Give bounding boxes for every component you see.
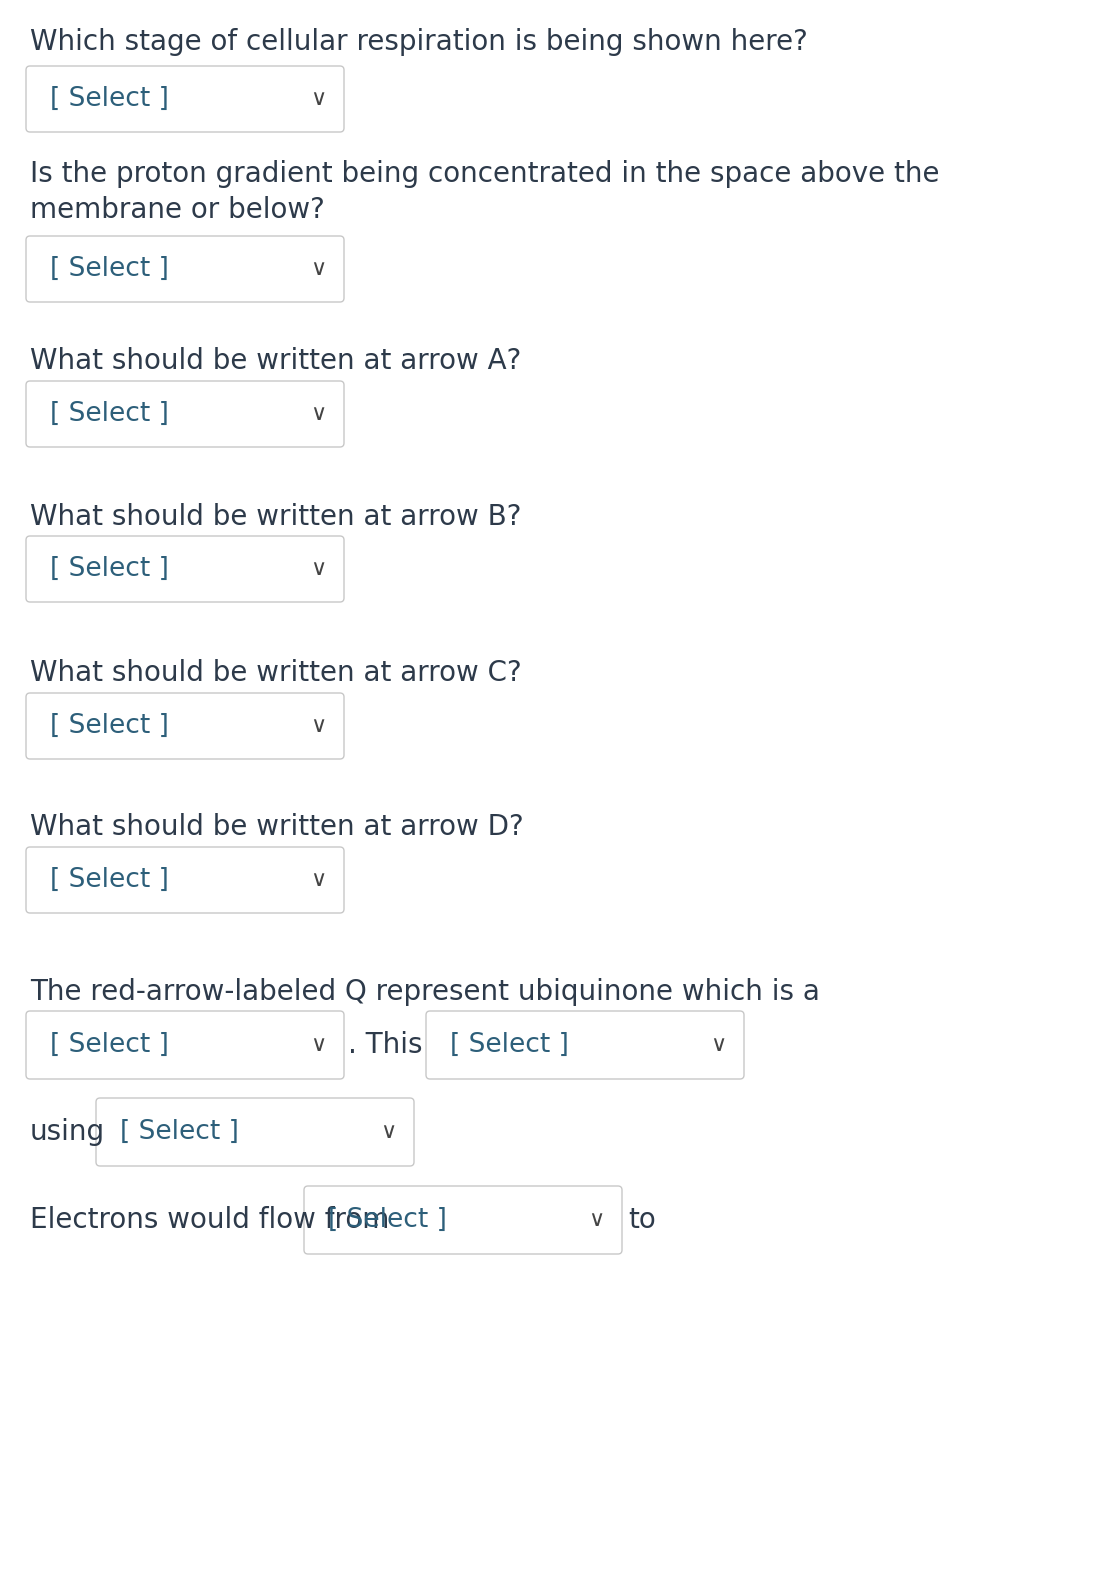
Text: to: to: [628, 1207, 656, 1233]
Text: Is the proton gradient being concentrated in the space above the
membrane or bel: Is the proton gradient being concentrate…: [30, 160, 939, 223]
FancyBboxPatch shape: [26, 693, 344, 759]
Text: ∨: ∨: [309, 1035, 326, 1056]
Text: [ Select ]: [ Select ]: [50, 401, 168, 427]
Text: [ Select ]: [ Select ]: [450, 1032, 569, 1057]
FancyBboxPatch shape: [26, 66, 344, 132]
Text: ∨: ∨: [309, 559, 326, 580]
Text: What should be written at arrow A?: What should be written at arrow A?: [30, 347, 522, 375]
Text: What should be written at arrow D?: What should be written at arrow D?: [30, 814, 524, 840]
Text: ∨: ∨: [309, 404, 326, 424]
Text: ∨: ∨: [710, 1035, 727, 1056]
Text: The red-arrow-labeled Q represent ubiquinone which is a: The red-arrow-labeled Q represent ubiqui…: [30, 979, 820, 1005]
FancyBboxPatch shape: [426, 1012, 744, 1079]
FancyBboxPatch shape: [26, 1012, 344, 1079]
FancyBboxPatch shape: [26, 236, 344, 302]
Text: [ Select ]: [ Select ]: [50, 867, 168, 892]
Text: [ Select ]: [ Select ]: [50, 256, 168, 283]
Text: [ Select ]: [ Select ]: [50, 1032, 168, 1057]
Text: What should be written at arrow B?: What should be written at arrow B?: [30, 503, 522, 531]
Text: ∨: ∨: [380, 1122, 396, 1142]
Text: [ Select ]: [ Select ]: [328, 1207, 447, 1233]
FancyBboxPatch shape: [304, 1186, 622, 1254]
Text: [ Select ]: [ Select ]: [120, 1119, 239, 1145]
FancyBboxPatch shape: [26, 536, 344, 602]
Text: ∨: ∨: [309, 259, 326, 280]
Text: [ Select ]: [ Select ]: [50, 86, 168, 112]
Text: [ Select ]: [ Select ]: [50, 556, 168, 581]
Text: ∨: ∨: [588, 1210, 604, 1230]
Text: [ Select ]: [ Select ]: [50, 713, 168, 738]
Text: ∨: ∨: [309, 90, 326, 108]
Text: ∨: ∨: [309, 870, 326, 891]
Text: Electrons would flow from: Electrons would flow from: [30, 1207, 390, 1233]
FancyBboxPatch shape: [96, 1098, 414, 1166]
Text: ∨: ∨: [309, 716, 326, 735]
FancyBboxPatch shape: [26, 382, 344, 448]
Text: . This: . This: [348, 1031, 423, 1059]
FancyBboxPatch shape: [26, 847, 344, 913]
Text: using: using: [30, 1119, 105, 1145]
Text: Which stage of cellular respiration is being shown here?: Which stage of cellular respiration is b…: [30, 28, 808, 57]
Text: What should be written at arrow C?: What should be written at arrow C?: [30, 658, 522, 687]
